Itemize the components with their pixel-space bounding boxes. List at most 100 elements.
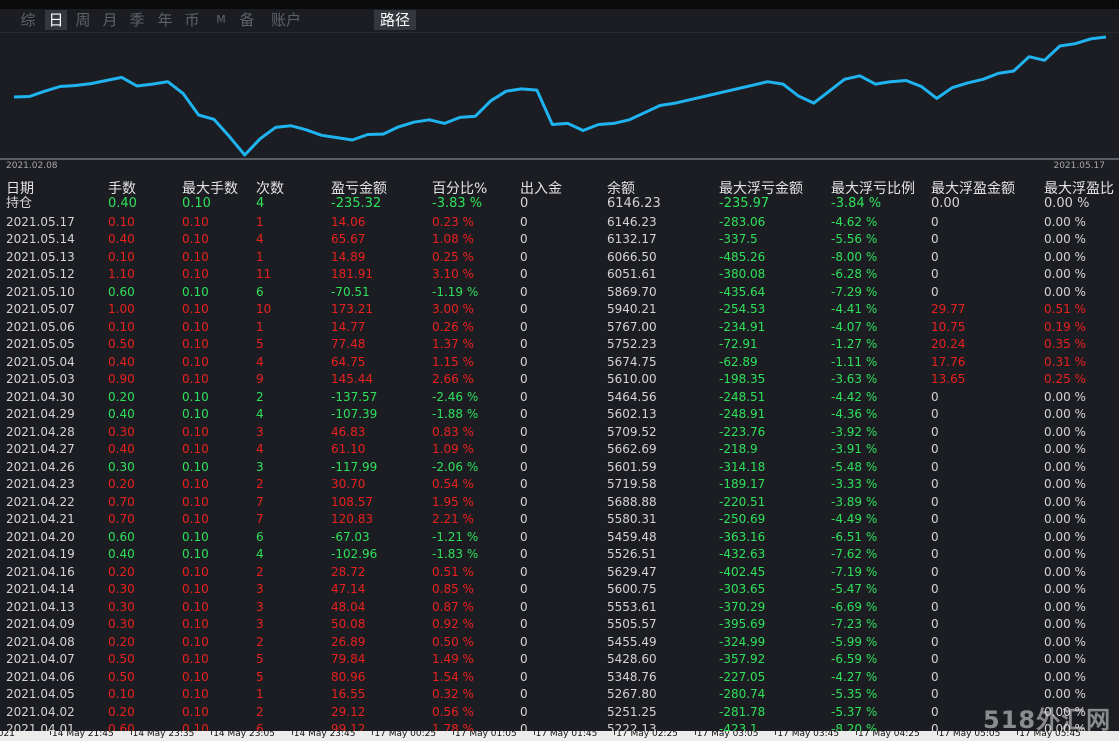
cell-percent: 3.10 % bbox=[432, 267, 474, 281]
tab-0[interactable]: 综 bbox=[20, 11, 36, 29]
cell-deposit: 0 bbox=[520, 442, 528, 456]
cell-count: 6 bbox=[256, 722, 264, 731]
cell-max-float-loss: -324.99 bbox=[719, 634, 766, 649]
cell-max-lots: 0.10 bbox=[182, 512, 209, 526]
cell-percent: 0.85 % bbox=[432, 582, 474, 596]
header-max-float-profit[interactable]: 最大浮盈金额 bbox=[931, 181, 1015, 197]
equity-chart-svg bbox=[0, 35, 1119, 160]
header-percent[interactable]: 百分比% bbox=[432, 181, 488, 197]
cell-pnl: 145.44 bbox=[331, 372, 373, 386]
cell-max-float-profit: 0 bbox=[931, 424, 939, 439]
tab-5[interactable]: 年 bbox=[157, 11, 173, 29]
cell-lots: 0.90 bbox=[108, 372, 135, 386]
tab-7[interactable]: M bbox=[216, 13, 226, 26]
cell-max-float-loss-pct: -4.27 % bbox=[831, 669, 878, 684]
tab-9[interactable]: 账户 bbox=[270, 11, 301, 29]
cell-percent: 0.51 % bbox=[432, 564, 474, 579]
header-date[interactable]: 日期 bbox=[6, 181, 34, 197]
cell-max-lots: 0.10 bbox=[182, 652, 209, 666]
cell-max-float-loss: -227.05 bbox=[719, 669, 766, 684]
cell-max-float-profit: 0 bbox=[931, 267, 939, 281]
header-deposit[interactable]: 出入金 bbox=[520, 181, 562, 197]
cell-percent: 0.54 % bbox=[432, 477, 474, 491]
cell-max-float-loss-pct: -3.91 % bbox=[831, 442, 878, 456]
cell-max-float-profit-pct: 0.35 % bbox=[1044, 337, 1086, 351]
cell-max-float-loss-pct: -4.42 % bbox=[831, 389, 878, 404]
cell-deposit: 0 bbox=[520, 372, 528, 386]
cell-balance: 5580.31 bbox=[607, 512, 657, 526]
header-lots[interactable]: 手数 bbox=[108, 181, 136, 197]
cell-deposit: 0 bbox=[520, 564, 528, 579]
cell-balance: 5348.76 bbox=[607, 669, 657, 684]
cell-max-lots: 0.10 bbox=[182, 354, 209, 369]
cell-date: 2021.04.07 bbox=[6, 652, 75, 666]
tab-1[interactable]: 日 bbox=[45, 10, 67, 30]
cell-date: 2021.04.23 bbox=[6, 477, 75, 491]
cell-max-lots: 0.10 bbox=[182, 424, 209, 439]
tab-2[interactable]: 周 bbox=[75, 11, 91, 29]
cell-pnl: 99.12 bbox=[331, 722, 366, 731]
table-row: 2021.04.08 0.20 0.10 2 26.89 0.50 % 0 5455.49 -3… bbox=[0, 633, 1119, 651]
cell-percent: 2.66 % bbox=[432, 372, 474, 386]
header-pnl[interactable]: 盈亏金额 bbox=[331, 181, 387, 197]
chart-start-date: 2021.02.08 bbox=[6, 161, 58, 171]
cell-lots: 0.30 bbox=[108, 459, 135, 474]
tab-8[interactable]: 备 bbox=[239, 11, 255, 29]
table-row: 2021.04.21 0.70 0.10 7 120.83 2.21 % 0 5580.31 -… bbox=[0, 510, 1119, 528]
table-row: 2021.04.29 0.40 0.10 4 -107.39 -1.88 % 0 5602.1… bbox=[0, 405, 1119, 423]
cell-max-float-loss: -248.91 bbox=[719, 407, 766, 421]
header-max-lots[interactable]: 最大手数 bbox=[182, 181, 238, 197]
tab-6[interactable]: 币 bbox=[184, 11, 200, 29]
cell-max-float-loss-pct: -7.23 % bbox=[831, 617, 878, 631]
cell-deposit: 0 bbox=[520, 249, 528, 264]
tab-10[interactable]: 路径 bbox=[374, 10, 416, 30]
cell-date: 2021.05.10 bbox=[6, 284, 75, 299]
time-tick bbox=[775, 731, 777, 735]
cell-pnl: -137.57 bbox=[331, 389, 378, 404]
cell-pnl: -67.03 bbox=[331, 529, 370, 544]
cell-percent: 2.21 % bbox=[432, 512, 474, 526]
cell-max-lots: 0.10 bbox=[182, 669, 209, 684]
header-balance[interactable]: 余额 bbox=[607, 181, 635, 197]
cell-balance: 6146.23 bbox=[607, 214, 657, 229]
cell-max-float-loss-pct: -5.56 % bbox=[831, 232, 878, 246]
tab-3[interactable]: 月 bbox=[102, 11, 118, 29]
cell-balance: 6066.50 bbox=[607, 249, 657, 264]
cell-max-float-profit: 0 bbox=[931, 407, 939, 421]
cell-balance: 5709.52 bbox=[607, 424, 657, 439]
tab-4[interactable]: 季 bbox=[129, 11, 145, 29]
cell-pnl: 80.96 bbox=[331, 669, 366, 684]
cell-count: 4 bbox=[256, 442, 264, 456]
header-max-float-loss-pct[interactable]: 最大浮亏比例 bbox=[831, 181, 915, 197]
cell-percent: -2.46 % bbox=[432, 389, 479, 404]
table-row: 2021.05.03 0.90 0.10 9 145.44 2.66 % 0 5610.00 -… bbox=[0, 370, 1119, 388]
cell-max-float-loss: -250.69 bbox=[719, 512, 766, 526]
cell-percent: -1.83 % bbox=[432, 547, 479, 561]
cell-max-float-profit-pct: 0.00 % bbox=[1044, 267, 1086, 281]
cell-count: 10 bbox=[256, 302, 272, 316]
cell-max-float-loss: -72.91 bbox=[719, 337, 758, 351]
cell-count: 6 bbox=[256, 529, 264, 544]
time-tick bbox=[50, 731, 51, 735]
cell-lots: 0.70 bbox=[108, 494, 135, 509]
cell-max-lots: 0.10 bbox=[182, 214, 209, 229]
cell-max-float-profit-pct: 0.00 % bbox=[1044, 407, 1086, 421]
cell-deposit: 0 bbox=[520, 389, 528, 404]
cell-lots: 0.40 bbox=[108, 232, 135, 246]
header-max-float-profit-pct[interactable]: 最大浮盈比 bbox=[1044, 181, 1114, 197]
header-max-float-loss[interactable]: 最大浮亏金额 bbox=[719, 181, 803, 197]
cell-percent: -1.88 % bbox=[432, 407, 479, 421]
cell-balance: 5602.13 bbox=[607, 407, 657, 421]
cell-date: 2021.04.30 bbox=[6, 389, 75, 404]
cell-percent: 1.09 % bbox=[432, 442, 474, 456]
cell-percent: 1.15 % bbox=[432, 354, 474, 369]
cell-max-lots: 0.10 bbox=[182, 407, 209, 421]
cell-date: 2021.04.16 bbox=[6, 564, 75, 579]
cell-max-float-loss-pct: -3.84 % bbox=[831, 196, 882, 211]
header-count[interactable]: 次数 bbox=[256, 181, 284, 197]
cell-date: 2021.05.05 bbox=[6, 337, 75, 351]
cell-lots: 0.20 bbox=[108, 389, 135, 404]
cell-max-lots: 0.10 bbox=[182, 249, 209, 264]
cell-lots: 0.20 bbox=[108, 704, 135, 719]
cell-max-float-loss-pct: -5.99 % bbox=[831, 634, 878, 649]
